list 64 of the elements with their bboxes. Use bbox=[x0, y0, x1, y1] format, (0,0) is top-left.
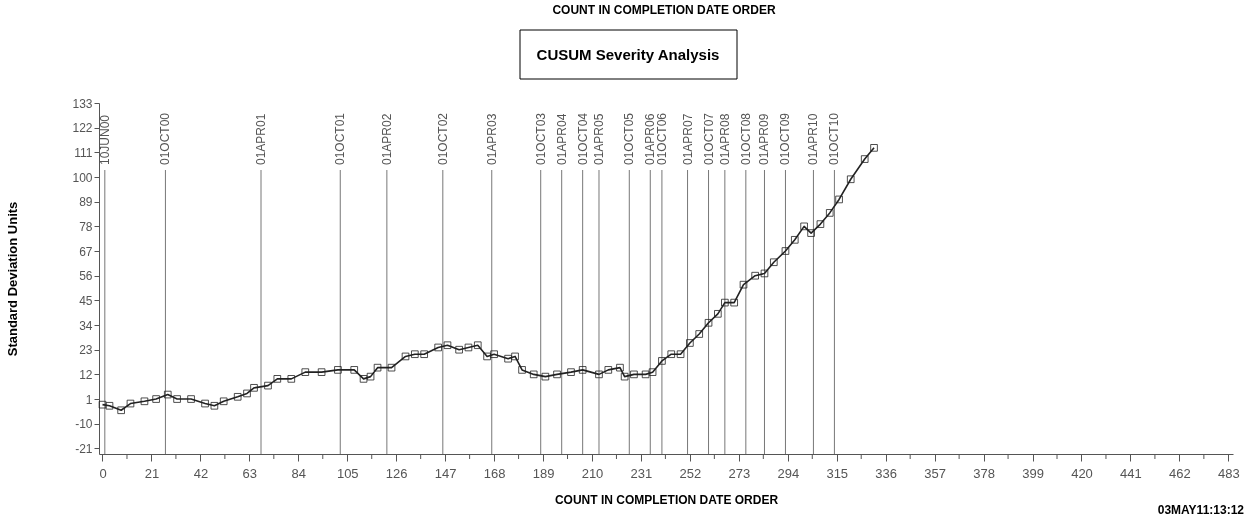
x-tick-label: 462 bbox=[1169, 465, 1191, 481]
x-tick-label: 483 bbox=[1217, 465, 1240, 481]
x-tick-label: 0 bbox=[99, 465, 107, 481]
x-tick-label: 336 bbox=[875, 465, 898, 481]
y-tick-label: 12 bbox=[79, 367, 93, 382]
y-tick-label: 67 bbox=[79, 244, 93, 259]
ref-line-label: 01OCT10 bbox=[827, 112, 842, 165]
x-tick-label: 147 bbox=[434, 465, 457, 481]
y-tick-label: 56 bbox=[79, 269, 93, 284]
x-tick-label: 105 bbox=[336, 465, 359, 481]
y-tick-label: 133 bbox=[72, 96, 93, 111]
ref-line-label: 01OCT08 bbox=[738, 112, 753, 165]
ref-line-label: 01APR07 bbox=[680, 113, 695, 165]
x-tick-label: 399 bbox=[1022, 465, 1044, 481]
x-tick-label: 420 bbox=[1071, 465, 1093, 481]
ref-line-label: 01APR01 bbox=[254, 113, 268, 165]
x-tick-label: 252 bbox=[679, 465, 702, 481]
x-tick-label: 273 bbox=[728, 465, 751, 481]
y-tick-label: 111 bbox=[74, 145, 93, 160]
y-tick-label: 122 bbox=[72, 121, 93, 136]
text: COUNT IN COMPLETION DATE ORDER bbox=[552, 3, 776, 17]
y-tick-label: 34 bbox=[79, 318, 93, 333]
ref-line-label: 01APR02 bbox=[379, 113, 394, 165]
x-tick-label: 189 bbox=[532, 465, 555, 481]
ref-line-label: 01OCT07 bbox=[701, 112, 716, 165]
x-tick-label: 231 bbox=[630, 465, 653, 481]
ref-line-label: 01APR04 bbox=[554, 113, 569, 165]
y-tick-label: 1 bbox=[85, 392, 93, 407]
x-tick-label: 441 bbox=[1120, 465, 1142, 481]
y-tick-label: 45 bbox=[79, 293, 93, 308]
y-tick-label: 23 bbox=[79, 343, 93, 358]
ref-line-label: 01APR08 bbox=[717, 113, 732, 165]
chart-title: CUSUM Severity Analysis bbox=[536, 46, 720, 63]
x-tick-label: 378 bbox=[973, 465, 995, 481]
x-tick-label: 294 bbox=[777, 465, 800, 481]
x-tick-label: 84 bbox=[291, 465, 307, 481]
x-tick-label: 126 bbox=[385, 465, 408, 481]
x-tick-label: 210 bbox=[581, 465, 604, 481]
x-tick-label: 63 bbox=[242, 465, 258, 481]
x-tick-label: 42 bbox=[193, 465, 209, 481]
x-tick-label: 168 bbox=[483, 465, 506, 481]
ref-line-label: 01OCT09 bbox=[778, 112, 793, 165]
ref-line-label: 10JUN00 bbox=[97, 114, 112, 165]
x-tick-label: 21 bbox=[144, 465, 160, 481]
ref-line-label: 01OCT04 bbox=[575, 112, 590, 165]
y-axis-title: Standard Deviation Units bbox=[4, 201, 20, 357]
ref-line-label: 01OCT01 bbox=[333, 112, 348, 165]
y-tick-label: 78 bbox=[79, 219, 93, 234]
y-tick-label: 100 bbox=[72, 170, 93, 185]
ref-line-label: 01APR09 bbox=[757, 113, 772, 165]
text: 03MAY11:13:12 bbox=[1157, 503, 1245, 517]
y-tick-label: -21 bbox=[75, 441, 93, 456]
ref-line-label: 01APR05 bbox=[591, 113, 606, 165]
ref-line-label: 01OCT03 bbox=[533, 112, 548, 165]
ref-line-label: 01OCT00 bbox=[158, 112, 173, 165]
ref-line-label: 01OCT02 bbox=[435, 112, 450, 165]
ref-line-label: 01OCT05 bbox=[622, 112, 637, 165]
x-axis-title: COUNT IN COMPLETION DATE ORDER bbox=[554, 492, 779, 507]
ref-line-label: 01APR03 bbox=[484, 113, 499, 165]
x-tick-label: 357 bbox=[924, 465, 946, 481]
x-tick-label: 315 bbox=[826, 465, 849, 481]
y-tick-label: -10 bbox=[75, 417, 93, 432]
y-tick-label: 89 bbox=[79, 195, 93, 210]
ref-line-label: 01APR10 bbox=[806, 113, 821, 165]
